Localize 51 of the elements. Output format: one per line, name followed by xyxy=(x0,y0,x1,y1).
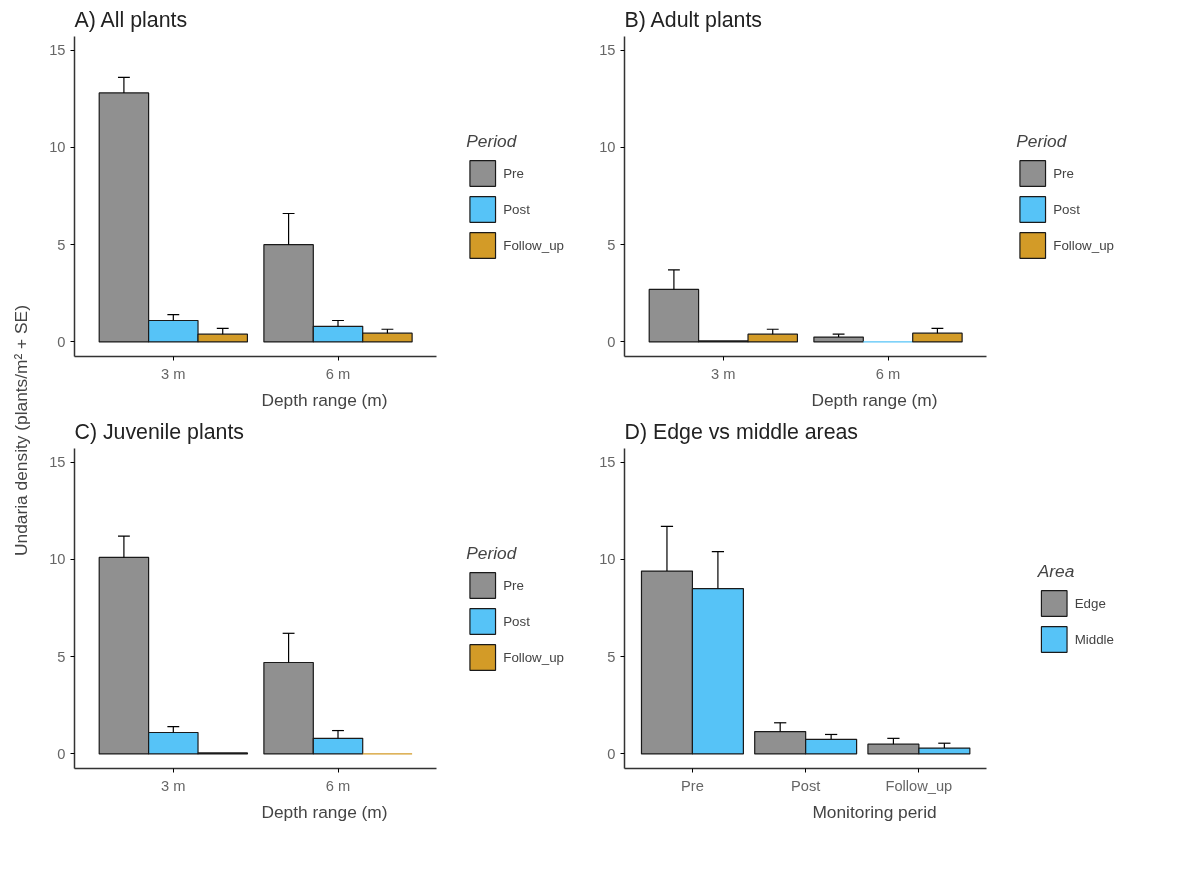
y-tick-label: 5 xyxy=(57,236,66,253)
y-axis-title: Undaria density (plants/m² + SE) xyxy=(10,305,31,556)
y-tick-label: 10 xyxy=(599,139,616,156)
bar xyxy=(912,332,963,343)
y-tick-label: 15 xyxy=(49,42,66,59)
x-axis-title: Depth range (m) xyxy=(261,801,388,822)
legend-label: Pre xyxy=(503,165,524,181)
text: Pre xyxy=(503,577,524,593)
x-tick-label: 6 m xyxy=(325,365,351,382)
legend-label: Pre xyxy=(1053,165,1074,181)
y-tick-label: 10 xyxy=(599,551,616,568)
y-tick-label: 0 xyxy=(57,333,66,350)
x-axis-title: Monitoring perid xyxy=(812,801,937,822)
chart-title: D) Edge vs middle areas xyxy=(624,419,859,444)
legend-label: Follow_up xyxy=(1053,237,1114,253)
chart-title: B) Adult plants xyxy=(624,7,763,32)
y-tick-label: 10 xyxy=(49,139,66,156)
y-tick-label: 5 xyxy=(607,648,616,665)
x-tick-label: 3 m xyxy=(161,777,186,794)
y-tick-label: 15 xyxy=(599,454,616,471)
x-tick-label: 3 m xyxy=(161,365,186,382)
legend-label: Follow_up xyxy=(503,237,564,253)
legend-title: Period xyxy=(466,543,518,564)
legend-label: Post xyxy=(1053,201,1080,217)
y-tick-label: 5 xyxy=(607,236,616,253)
legend-label: Follow_up xyxy=(503,649,564,665)
y-tick-label: 0 xyxy=(57,745,66,762)
x-tick-label: Post xyxy=(791,777,821,794)
y-tick-label: 5 xyxy=(57,648,66,665)
legend-label: Middle xyxy=(1074,631,1114,647)
text: Post xyxy=(503,613,530,629)
chart-title: C) Juvenile plants xyxy=(74,419,245,444)
y-tick-label: 10 xyxy=(49,551,66,568)
legend-label: Edge xyxy=(1074,595,1106,611)
bar xyxy=(813,336,864,343)
y-tick-label: 15 xyxy=(49,454,66,471)
chart-title: A) All plants xyxy=(74,7,188,32)
legend-label: Post xyxy=(503,201,530,217)
y-tick-label: 0 xyxy=(607,745,616,762)
y-tick-label: 0 xyxy=(607,333,616,350)
x-axis-title: Depth range (m) xyxy=(811,389,938,410)
x-tick-label: 6 m xyxy=(325,777,351,794)
y-tick-label: 15 xyxy=(599,42,616,59)
legend-title: Period xyxy=(1016,131,1068,152)
x-tick-label: 6 m xyxy=(875,365,901,382)
x-tick-label: 3 m xyxy=(711,365,736,382)
x-tick-label: Follow_up xyxy=(885,777,953,794)
x-tick-label: Pre xyxy=(681,777,704,794)
legend-title: Period xyxy=(466,131,518,152)
x-axis-title: Depth range (m) xyxy=(261,389,388,410)
legend-title: Area xyxy=(1037,561,1076,582)
